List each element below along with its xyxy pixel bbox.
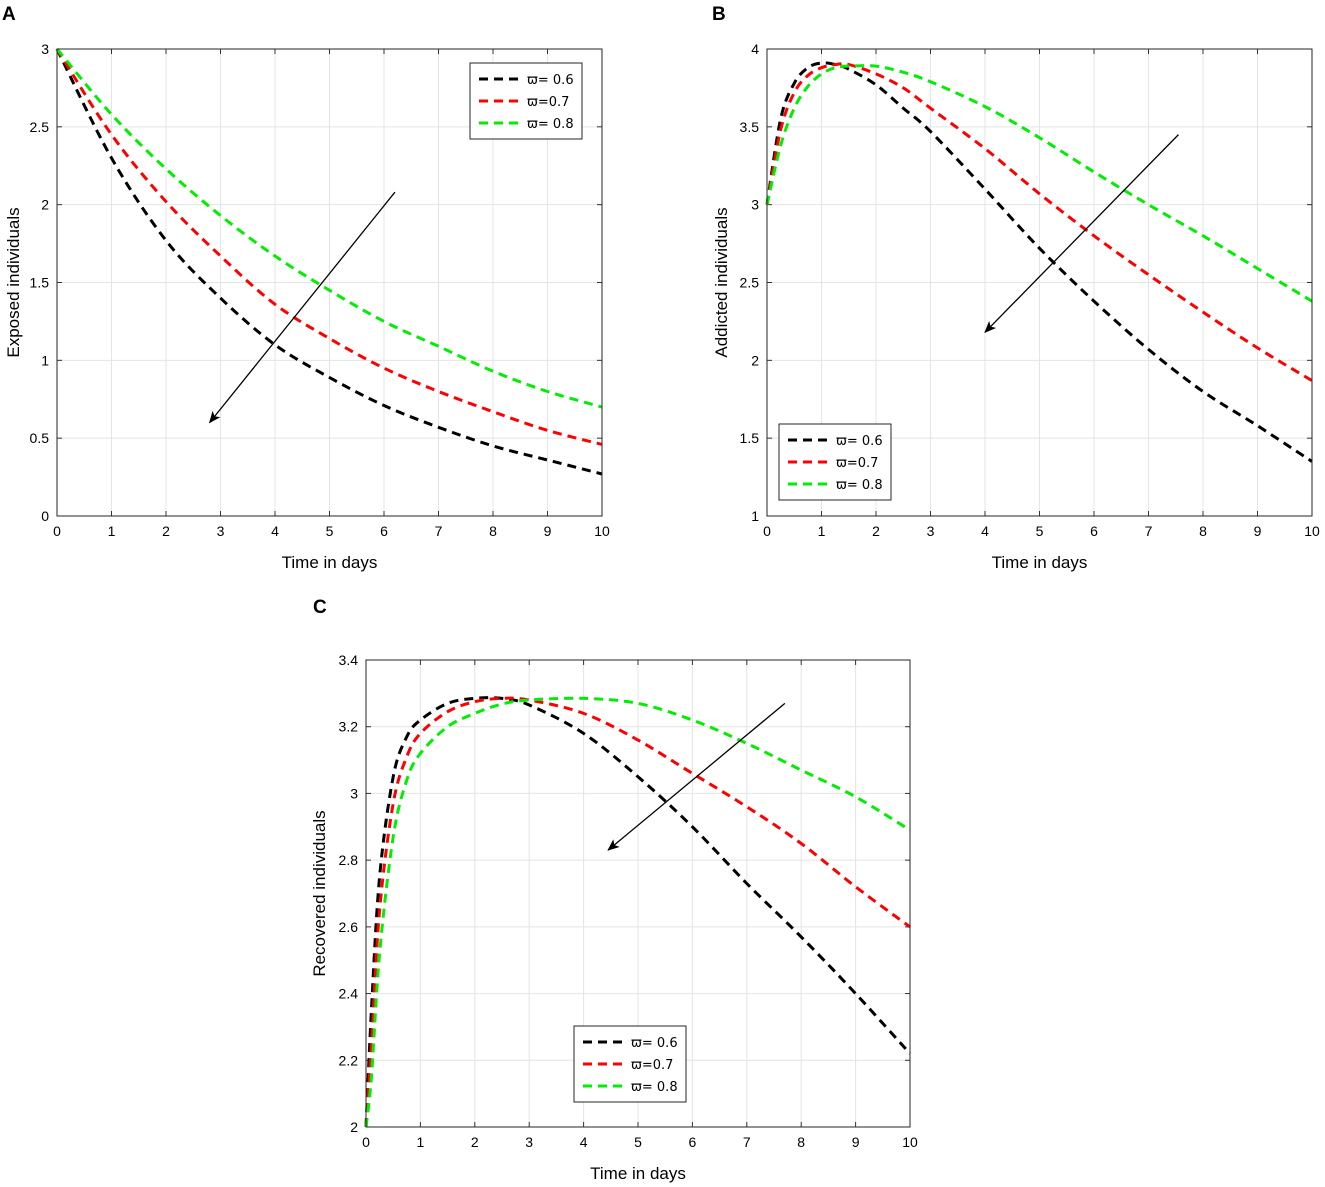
- x-tick-label: 10: [1304, 523, 1320, 539]
- x-tick-label: 8: [797, 1134, 805, 1150]
- series-line-2: [364, 696, 911, 1128]
- y-tick-label: 1.5: [30, 275, 50, 291]
- x-axis-label: Time in days: [590, 1164, 686, 1183]
- panel-c-recovered-chart: C 0 1 2 3 4 5 6 7 8 9 10 2 2.2 2.4 2.6 2.8 3 3.2 3.4 Time in…: [310, 597, 918, 1183]
- axes-box: [766, 48, 1313, 517]
- series-line-0: [765, 61, 1313, 463]
- legend-entry-0: ϖ= 0.6: [836, 434, 883, 449]
- x-tick-label: 0: [362, 1134, 370, 1150]
- panel-letter: C: [313, 597, 327, 618]
- panel-a-exposed-chart: A 0 1 2 3 4 5 6 7 8 9 10 0 0.5 1 1.5 2 2.5 3 Time in days Ex…: [2, 4, 610, 572]
- x-tick-label: 7: [1145, 523, 1153, 539]
- x-tick-label: 3: [217, 523, 225, 539]
- y-tick-label: 2.2: [339, 1052, 359, 1068]
- x-tick-label: 1: [818, 523, 826, 539]
- x-tick-label: 5: [634, 1134, 642, 1150]
- x-tick-label: 9: [1254, 523, 1262, 539]
- legend-entry-2: ϖ= 0.8: [527, 117, 574, 132]
- legend-entry-2: ϖ= 0.8: [631, 1080, 678, 1095]
- series-line-0: [55, 48, 603, 476]
- x-tick-label: 5: [1036, 523, 1044, 539]
- x-tick-label: 6: [380, 523, 388, 539]
- x-tick-label: 3: [927, 523, 935, 539]
- series-line-1: [364, 696, 911, 1128]
- y-tick-label: 0: [41, 508, 49, 524]
- y-tick-label: 3.5: [740, 119, 760, 135]
- y-axis-label: Addicted individuals: [712, 207, 731, 357]
- y-tick-label: 3: [350, 785, 358, 801]
- panel-letter: B: [712, 4, 726, 25]
- trend-arrow: [607, 702, 786, 851]
- series-line-2: [55, 48, 603, 409]
- x-tick-label: 6: [689, 1134, 697, 1150]
- legend-entry-1: ϖ=0.7: [527, 95, 569, 110]
- x-tick-label: 2: [471, 1134, 479, 1150]
- y-axis-label: Exposed individuals: [4, 207, 23, 357]
- y-tick-label: 2.5: [740, 275, 760, 291]
- legend-entry-1: ϖ=0.7: [836, 456, 878, 471]
- x-tick-label: 0: [763, 523, 771, 539]
- y-tick-label: 1.5: [740, 430, 760, 446]
- x-tick-label: 9: [544, 523, 552, 539]
- x-tick-label: 1: [417, 1134, 425, 1150]
- x-tick-label: 6: [1090, 523, 1098, 539]
- series-line-1: [55, 48, 603, 446]
- legend-box: [573, 1025, 687, 1103]
- y-tick-label: 4: [751, 41, 759, 57]
- x-tick-label: 9: [852, 1134, 860, 1150]
- panel-letter: A: [2, 4, 16, 25]
- legend-entry-0: ϖ= 0.6: [631, 1036, 678, 1051]
- y-tick-label: 2: [751, 352, 759, 368]
- x-tick-label: 4: [580, 1134, 588, 1150]
- y-tick-label: 2: [41, 197, 49, 213]
- x-tick-label: 10: [594, 523, 610, 539]
- legend-entry-0: ϖ= 0.6: [527, 73, 574, 88]
- y-tick-label: 3: [751, 197, 759, 213]
- y-tick-label: 2.5: [30, 119, 50, 135]
- x-tick-label: 7: [435, 523, 443, 539]
- trend-arrow: [208, 191, 396, 424]
- legend-entry-2: ϖ= 0.8: [836, 478, 883, 493]
- axes-box: [365, 659, 911, 1128]
- x-axis-label: Time in days: [992, 553, 1088, 572]
- x-axis-label: Time in days: [282, 553, 378, 572]
- x-tick-label: 2: [162, 523, 170, 539]
- legend-box: [469, 62, 583, 140]
- x-tick-label: 1: [108, 523, 116, 539]
- x-tick-label: 0: [53, 523, 61, 539]
- y-tick-label: 2: [350, 1119, 358, 1135]
- y-tick-label: 1: [41, 352, 49, 368]
- y-tick-label: 3.2: [339, 719, 359, 735]
- y-axis-label: Recovered individuals: [310, 810, 329, 976]
- y-tick-label: 3: [41, 41, 49, 57]
- x-tick-label: 10: [902, 1134, 918, 1150]
- x-tick-label: 2: [872, 523, 880, 539]
- x-tick-label: 3: [525, 1134, 533, 1150]
- y-tick-label: 0.5: [30, 430, 50, 446]
- y-tick-label: 3.4: [339, 652, 359, 668]
- y-tick-label: 1: [751, 508, 759, 524]
- x-tick-label: 4: [981, 523, 989, 539]
- series-line-2: [765, 64, 1313, 303]
- y-tick-label: 2.4: [339, 986, 359, 1002]
- x-tick-label: 4: [271, 523, 279, 539]
- y-tick-label: 2.6: [339, 919, 359, 935]
- x-tick-label: 5: [326, 523, 334, 539]
- series-line-1: [765, 62, 1313, 382]
- axes-box: [56, 48, 603, 517]
- trend-arrow: [984, 134, 1179, 334]
- y-tick-label: 2.8: [339, 852, 359, 868]
- x-tick-label: 8: [1199, 523, 1207, 539]
- legend-entry-1: ϖ=0.7: [631, 1058, 673, 1073]
- x-tick-label: 8: [489, 523, 497, 539]
- legend-box: [778, 423, 892, 501]
- x-tick-label: 7: [743, 1134, 751, 1150]
